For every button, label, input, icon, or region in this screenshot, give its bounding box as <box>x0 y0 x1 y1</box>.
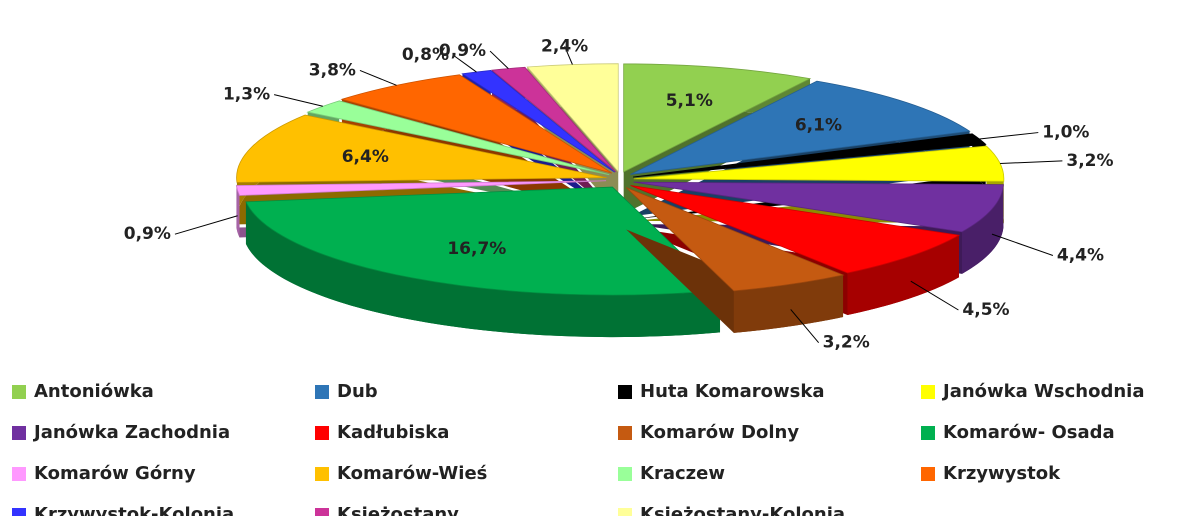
legend-label: Janówka Zachodnia <box>32 422 230 443</box>
leader-line <box>274 94 323 107</box>
data-label: 6,1% <box>795 116 842 136</box>
legend-label: Księżostany-Kolonia <box>640 504 845 516</box>
legend-swatch <box>921 385 935 399</box>
slice-group <box>245 186 721 338</box>
data-label: 2,4% <box>541 36 588 56</box>
slice <box>633 181 1004 233</box>
legend-label: Komarów-Wieś <box>337 463 487 484</box>
legend-swatch <box>618 426 632 440</box>
leader-line <box>489 50 509 69</box>
legend-label: Komarów Dolny <box>640 422 799 443</box>
legend-label: Kadłubiska <box>337 422 449 443</box>
leader-line <box>359 69 397 86</box>
leader-line <box>790 309 820 344</box>
slice-side <box>847 235 960 315</box>
legend-label: Dub <box>337 381 378 402</box>
legend: Antoniówka Dub Huta Komarowska Janówka Wsch… <box>12 381 1144 516</box>
slice <box>461 70 616 173</box>
legend-swatch <box>618 508 632 516</box>
slice <box>235 180 607 196</box>
legend-swatch <box>618 385 632 399</box>
legend-label: Kraczew <box>640 463 725 484</box>
leader-line <box>174 215 238 235</box>
legend-label: Komarów- Osada <box>943 422 1115 443</box>
legend-label: Krzywystok <box>943 463 1061 484</box>
legend-swatch <box>12 508 26 516</box>
slice-side <box>733 275 844 333</box>
leader-line <box>452 54 477 73</box>
data-label: 3,8% <box>309 60 356 80</box>
slice <box>623 63 812 173</box>
data-label: 4,4% <box>1057 245 1104 265</box>
leader-line <box>991 233 1054 256</box>
data-label: 5,1% <box>666 91 713 111</box>
legend-swatch <box>618 467 632 481</box>
labels: 5,1% 6,1% 1,0% 3,2% 4,4% 4,5% 3,2% 16,7% 0,9% 6,4… <box>124 36 1114 352</box>
data-label: 1,0% <box>1042 123 1089 143</box>
legend-swatch <box>921 426 935 440</box>
legend-swatch <box>315 426 329 440</box>
legend-swatch <box>315 467 329 481</box>
data-label: 3,2% <box>823 333 870 353</box>
slice-group <box>526 63 619 214</box>
legend-label: Komarów Górny <box>34 463 196 484</box>
legend-label: Janówka Wschodnia <box>941 381 1144 402</box>
slice-side <box>236 185 240 238</box>
slice <box>630 80 971 175</box>
slice <box>236 114 607 183</box>
legend-swatch <box>12 426 26 440</box>
slice <box>245 186 721 296</box>
legend-swatch <box>921 467 935 481</box>
data-label: 3,2% <box>1066 151 1113 171</box>
slice <box>630 185 961 274</box>
slice-group <box>625 187 845 333</box>
legend-label: Krzywystok-Kolonia <box>34 504 234 516</box>
slice <box>625 187 845 292</box>
slice <box>306 100 610 176</box>
legend-swatch <box>12 467 26 481</box>
leader-line <box>979 132 1039 140</box>
slice-side <box>961 184 1004 274</box>
pie <box>235 63 1005 338</box>
data-label: 6,4% <box>342 147 389 167</box>
legend-swatch <box>12 385 26 399</box>
data-label: 0,9% <box>439 41 486 61</box>
data-label: 4,5% <box>962 300 1009 320</box>
leader-line <box>1000 160 1063 164</box>
data-label: 0,9% <box>124 224 171 244</box>
slice-side <box>245 201 721 338</box>
data-label: 0,8% <box>402 45 449 65</box>
leader-line <box>910 280 959 311</box>
leader-line <box>564 46 573 65</box>
legend-label: Antoniówka <box>34 381 154 402</box>
legend-label: Huta Komarowska <box>640 381 825 402</box>
legend-label: Księżostany <box>337 504 459 516</box>
data-label: 1,3% <box>223 85 270 105</box>
legend-swatch <box>315 508 329 516</box>
data-label: 16,7% <box>447 239 506 259</box>
slice <box>633 133 987 178</box>
legend-swatch <box>315 385 329 399</box>
